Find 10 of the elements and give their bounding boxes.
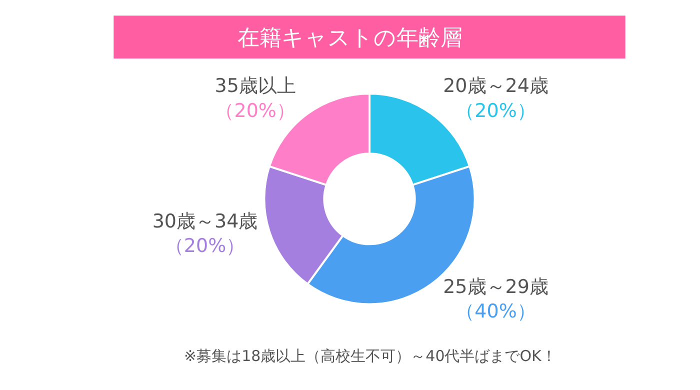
data-label: （20%） [456,100,536,122]
slice-label: 20歳～24歳 [443,75,548,98]
slice-label: 25歳～29歳 [443,276,548,298]
data-label: （20%） [164,235,246,258]
chart-title: 在籍キャストの年齢層 [238,26,462,51]
slice-label: 35歳以上 [214,75,296,98]
text: ※募集は18歳以上（高校生不可）～40代半ばまでOK！ [184,347,556,365]
data-label: （40%） [456,300,536,323]
data-label: （20%） [215,100,296,122]
slice-label: 30歳～34歳 [152,210,258,232]
